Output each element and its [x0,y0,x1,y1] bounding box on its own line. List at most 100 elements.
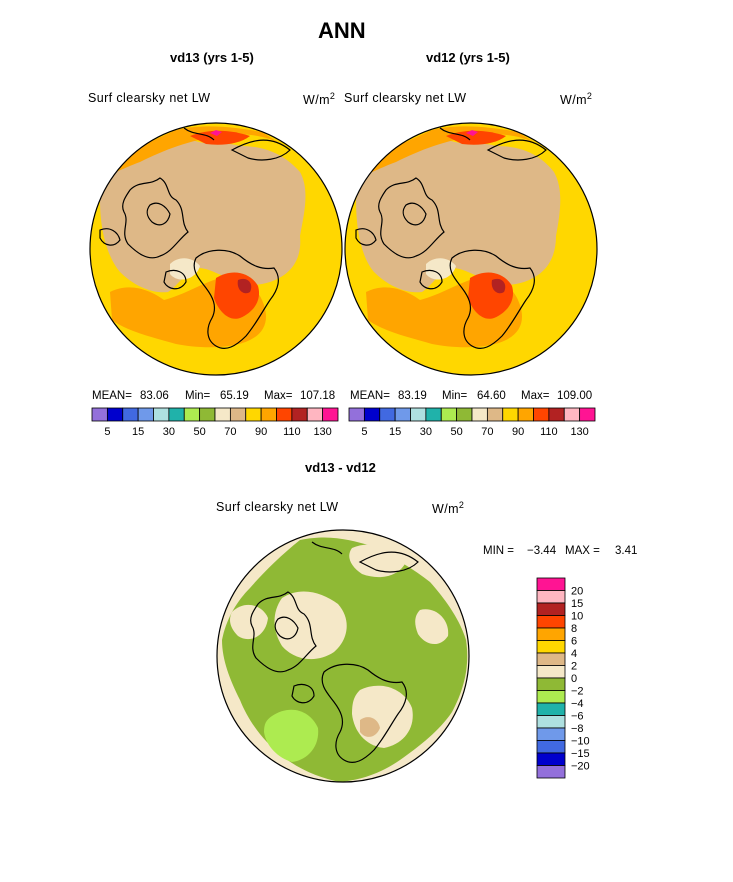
right-colorbar-tick-label: 110 [540,426,558,438]
right-colorbar-tick-label: 5 [361,426,367,438]
diff-colorbar-tick-label: 10 [571,611,583,623]
left-max-value: 107.18 [300,390,336,402]
right-max-label: Max= [521,390,550,402]
left-field-label: Surf clearsky net LW [88,91,211,105]
diff-colorbar-color-box [536,715,566,729]
right-colorbar-color-box [363,407,381,422]
right-colorbar-tick-label: 50 [451,426,463,438]
diff-colorbar-color-box [536,577,566,591]
left-max-label: Max= [264,390,293,402]
diff-map-light-green-patch [264,709,319,762]
diff-field-label: Surf clearsky net LW [216,500,339,514]
diff-colorbar-tick-label: −2 [571,686,584,698]
right-colorbar-tick-label: 30 [420,426,432,438]
left-colorbar-color-box [199,407,216,422]
right-colorbar-color-box [425,407,442,422]
right-colorbar-color-box [533,407,550,422]
right-colorbar-tick-label: 130 [570,426,588,438]
left-map-border [89,122,343,376]
diff-colorbar-color-box [536,727,566,741]
right-min-label: Min= [442,390,468,402]
left-min-value: 65.19 [220,390,249,402]
diff-colorbar-color-box [536,765,566,779]
right-max-value: 109.00 [557,390,593,402]
diff-map-pale-patch-west [230,604,268,640]
diff-colorbar-tick-label: 20 [571,586,583,598]
left-colorbar-tick-label: 130 [313,426,331,438]
right-colorbar-color-box [517,407,534,422]
diff-max-value: 3.41 [615,545,638,557]
diff-colorbar-color-box [536,702,566,716]
diff-map-coastlines [250,541,419,763]
left-map-red-strip [190,130,250,145]
diff-colorbar-tick-label: −15 [571,748,590,760]
left-colorbar-color-box [245,407,262,422]
right-colorbar-color-box [379,407,396,422]
diff-units: W/m2 [432,500,465,517]
right-map-coastlines [355,127,547,349]
right-mean-label: MEAN= [350,390,390,402]
diff-colorbar-color-box [536,690,566,704]
left-map-dark-red-patch [237,278,252,294]
right-colorbar-color-box [548,407,565,422]
left-colorbar-tick-label: 90 [255,426,267,438]
left-map [90,123,342,375]
left-colorbar-tick-label: 5 [104,426,110,438]
right-colorbar-color-box [563,407,581,422]
left-min-label: Min= [185,390,211,402]
right-colorbar-color-box [579,407,596,422]
diff-colorbar-tick-label: 4 [571,648,577,660]
left-colorbar-tick-label: 30 [163,426,175,438]
diff-max-label: MAX = [565,545,600,557]
diff-map-border [216,529,470,783]
diff-colorbar-tick-label: 0 [571,673,577,685]
diff-colorbar-color-box [536,665,566,679]
right-map-red-strip [446,130,506,145]
right-map [345,123,597,375]
left-colorbar-color-box [322,407,339,422]
right-colorbar-tick-label: 70 [481,426,493,438]
diff-min-label: MIN = [483,545,514,557]
right-panel-title: vd12 (yrs 1-5) [426,50,510,65]
diff-map-pale-patch-center [274,591,347,660]
left-colorbar-color-box [153,407,170,422]
diff-colorbar-color-box [536,677,566,691]
diff-colorbar-tick-label: −4 [571,698,584,710]
left-colorbar-color-box [306,407,324,422]
right-colorbar-color-box [471,407,488,422]
left-colorbar-color-box [183,407,201,422]
diff-colorbar-color-box [536,590,566,604]
right-min-value: 64.60 [477,390,506,402]
left-colorbar-color-box [291,407,308,422]
left-colorbar: 5 15 30 50 70 90 110 130 [91,407,339,438]
diff-colorbar-tick-label: 6 [571,636,577,648]
diff-colorbar-tick-label: −8 [571,723,584,735]
right-colorbar-tick-label: 15 [389,426,401,438]
left-colorbar-color-box [276,407,293,422]
right-mean-value: 83.19 [398,390,427,402]
right-map-pale-patch [426,258,456,280]
diff-min-value: −3.44 [527,545,557,557]
left-map-pale-patch [170,258,200,280]
left-colorbar-color-box [168,407,185,422]
left-colorbar-color-box [122,407,139,422]
diff-colorbar-tick-label: −10 [571,736,590,748]
left-colorbar-tick-label: 70 [224,426,236,438]
left-mean-value: 83.06 [140,390,169,402]
left-map-arctic-region [100,132,306,293]
right-colorbar-color-box [486,407,504,422]
right-field-label: Surf clearsky net LW [344,91,467,105]
right-units: W/m2 [560,91,593,108]
right-colorbar-color-box [456,407,473,422]
left-colorbar-tick-label: 15 [132,426,144,438]
diff-map-pale-patch-east [415,609,449,645]
diff-colorbar-color-box [536,752,566,766]
diff-colorbar-tick-label: 8 [571,623,577,635]
diff-colorbar-color-box [536,615,566,629]
diff-colorbar-color-box [536,640,566,654]
left-units: W/m2 [303,91,336,108]
right-map-pink-dot [466,130,478,136]
diff-colorbar-color-box [536,740,566,754]
